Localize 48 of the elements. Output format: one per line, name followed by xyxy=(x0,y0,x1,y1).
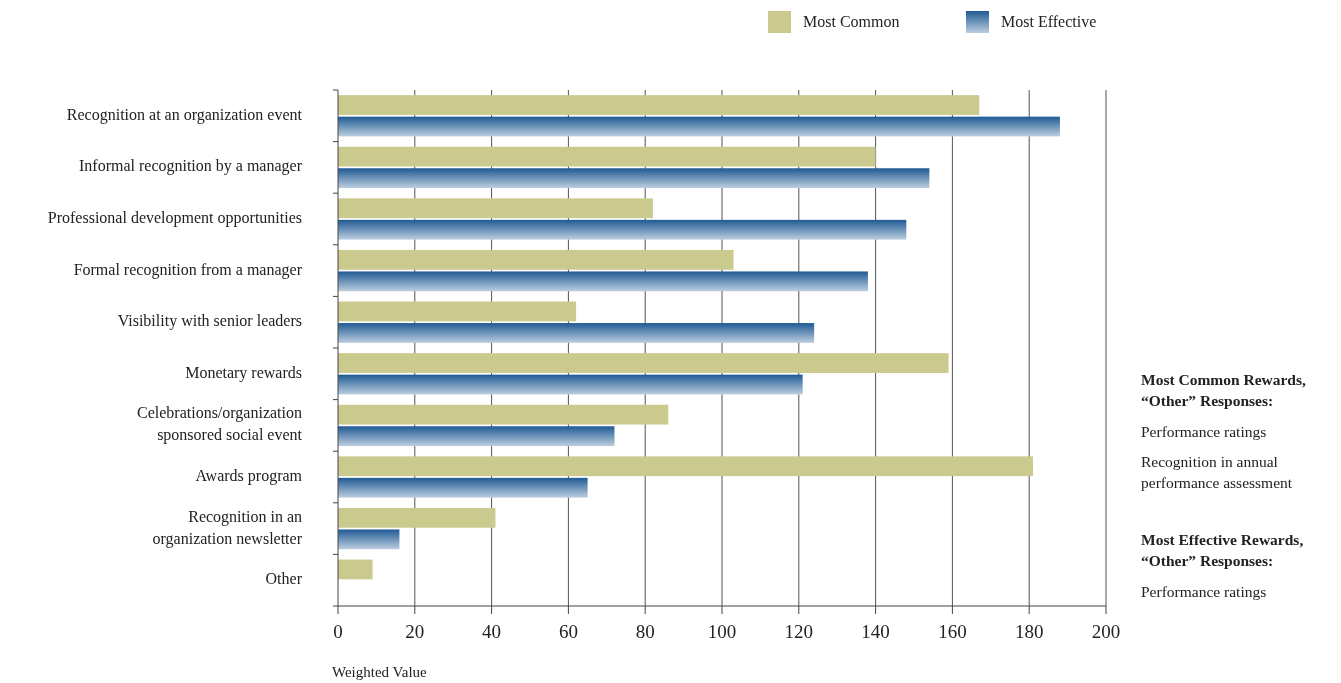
x-axis-title: Weighted Value xyxy=(332,664,428,680)
legend-label: Most Effective xyxy=(1001,13,1097,30)
bar xyxy=(338,456,1034,477)
bar xyxy=(338,426,615,447)
bar xyxy=(338,168,930,189)
bar xyxy=(338,559,373,580)
bar xyxy=(338,323,815,343)
bar xyxy=(338,529,400,550)
text: Performance ratings xyxy=(1141,583,1267,600)
bar xyxy=(338,146,876,167)
bar xyxy=(338,301,577,322)
x-tick-label: 180 xyxy=(1014,621,1044,642)
bar xyxy=(338,198,653,219)
text: Recognition in annual performance assessment xyxy=(1141,453,1293,491)
y-tick-label: Awards program xyxy=(195,466,303,485)
x-tick-label: 140 xyxy=(861,621,890,642)
x-tick-label: 20 xyxy=(405,621,425,642)
y-tick-label: Visibility with senior leaders xyxy=(117,311,302,330)
x-tick-label: 100 xyxy=(707,621,737,642)
x-tick-label: 80 xyxy=(635,621,655,642)
bar xyxy=(338,249,734,270)
bar xyxy=(338,477,588,498)
bar xyxy=(338,116,1060,137)
legend-label: Most Common xyxy=(803,13,900,30)
x-tick-label: 0 xyxy=(333,621,343,642)
y-tick-label: Professional development opportunities xyxy=(47,208,302,227)
text: Performance ratings xyxy=(1141,423,1267,440)
x-tick-label: 160 xyxy=(938,621,967,642)
x-tick-label: 40 xyxy=(482,621,502,642)
y-tick-label: Recognition at an organization event xyxy=(66,105,303,124)
y-tick-label: Informal recognition by a manager xyxy=(78,157,303,176)
bar xyxy=(338,219,907,240)
y-tick-label: Other xyxy=(265,569,303,587)
y-tick-label: Formal recognition from a manager xyxy=(73,260,303,279)
bar xyxy=(338,353,949,373)
x-tick-label: 120 xyxy=(784,621,814,642)
bar xyxy=(338,404,669,425)
text: Most Effective Rewards, “Other” Responses: xyxy=(1141,531,1304,569)
bar xyxy=(338,95,980,115)
y-tick-label: Recognition in an organization newsletter xyxy=(152,507,303,548)
text: Most Common Rewards, “Other” Responses: xyxy=(1141,371,1307,409)
bar xyxy=(338,507,496,528)
y-tick-label: Celebrations/organization sponsored social event xyxy=(137,404,303,445)
x-tick-label: 60 xyxy=(558,621,578,642)
bar xyxy=(338,271,868,292)
x-tick-label: 200 xyxy=(1091,621,1121,642)
y-tick-label: Monetary rewards xyxy=(185,363,302,382)
bar xyxy=(338,374,803,395)
